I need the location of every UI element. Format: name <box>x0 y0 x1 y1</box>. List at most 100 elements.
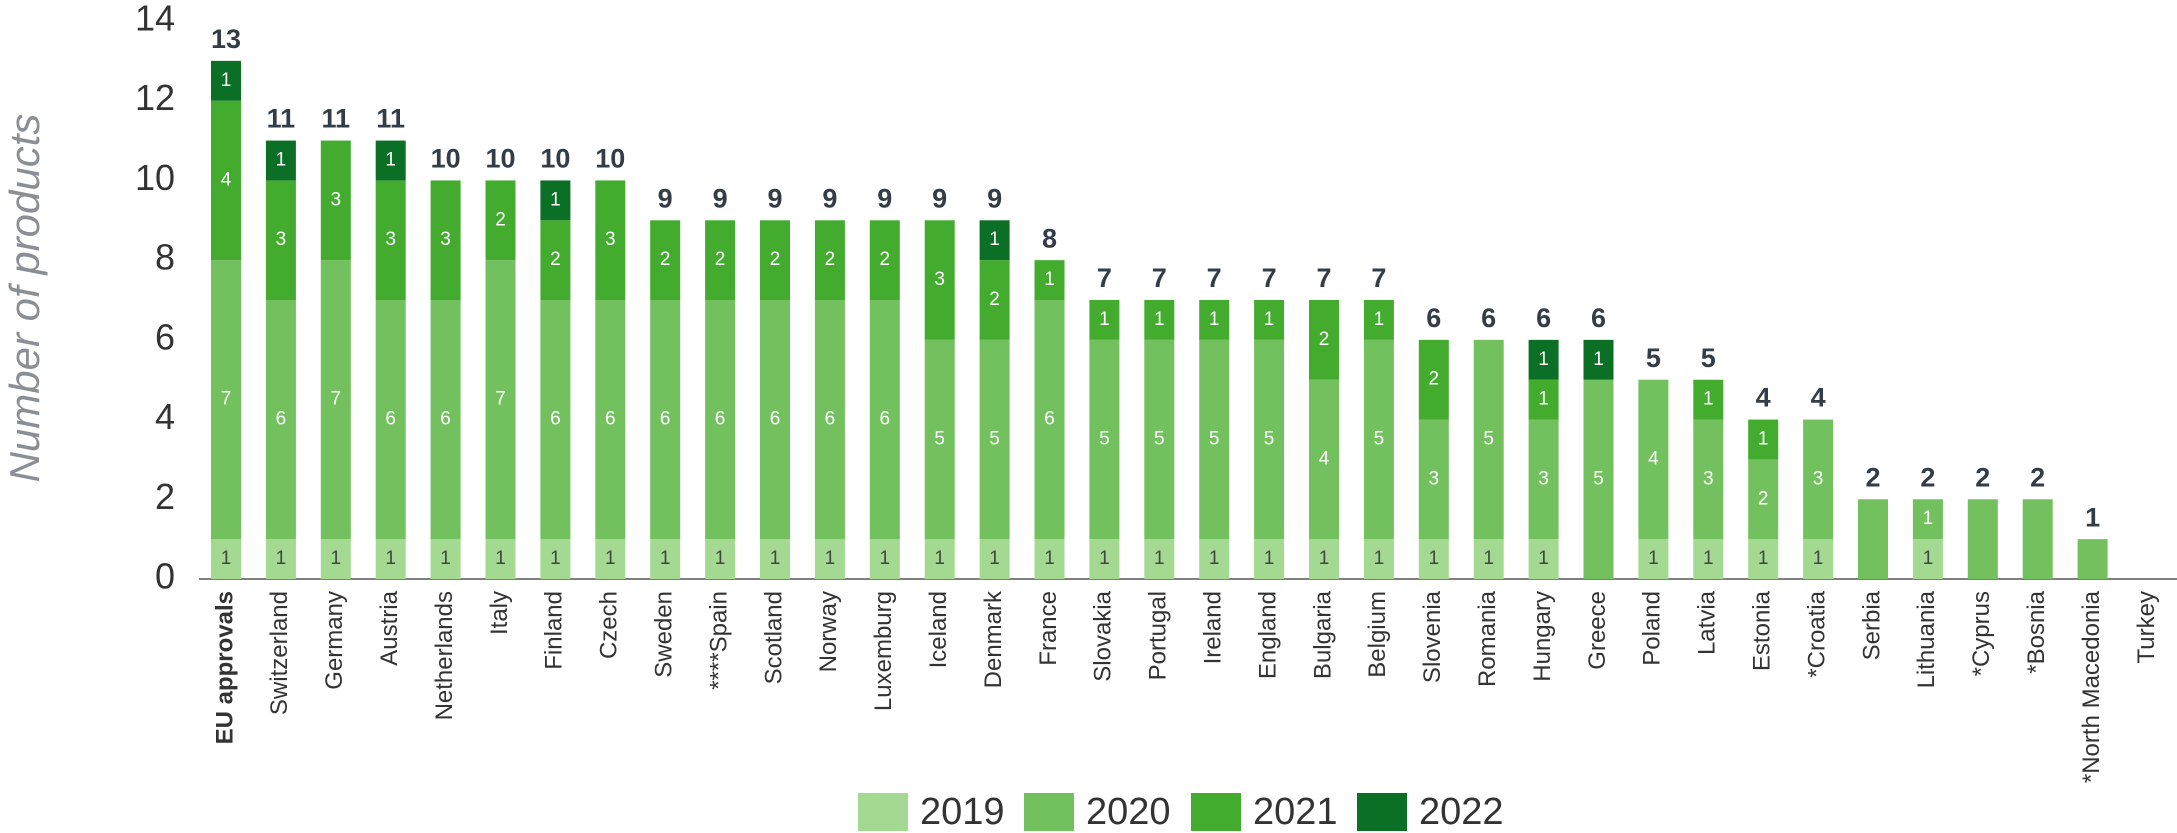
bar-segment <box>814 300 845 540</box>
y-tick-label: 14 <box>135 0 175 39</box>
bar-segment <box>1199 339 1230 540</box>
bar-segment <box>1693 379 1724 420</box>
bar-segment <box>211 539 241 579</box>
segment-label: 7 <box>331 389 342 410</box>
segment-label: 1 <box>1923 548 1934 569</box>
bar-segment <box>1638 379 1669 540</box>
segment-label: 1 <box>825 548 836 569</box>
x-tick-label: Austria <box>376 590 403 665</box>
bar-segment <box>869 539 900 579</box>
x-tick-label: France <box>1035 591 1062 666</box>
y-axis-label: Number of products <box>1 114 48 483</box>
segment-label: 1 <box>1923 508 1934 529</box>
bar-segment <box>265 539 296 579</box>
segment-label: 1 <box>440 548 451 569</box>
segment-label: 5 <box>1374 429 1385 450</box>
total-label: 1 <box>2085 502 2100 532</box>
segment-label: 1 <box>1099 548 1110 569</box>
bar-segment <box>650 300 681 540</box>
bar-segment <box>1748 459 1779 540</box>
segment-label: 1 <box>1758 548 1769 569</box>
segment-label: 1 <box>989 548 1000 569</box>
segment-label: 1 <box>1374 548 1385 569</box>
segment-label: 1 <box>1154 309 1165 330</box>
total-label: 7 <box>1371 263 1386 293</box>
segment-label: 5 <box>989 429 1000 450</box>
total-label: 10 <box>431 144 461 174</box>
segment-label: 3 <box>934 269 945 290</box>
bar-segment <box>375 180 406 300</box>
x-tick-label: Belgium <box>1364 591 1391 678</box>
bar-segment <box>540 180 571 221</box>
bar-segment <box>1363 539 1394 579</box>
segment-label: 6 <box>770 409 781 430</box>
segment-label: 4 <box>1648 448 1659 469</box>
segment-label: 5 <box>1209 429 1220 450</box>
bar-segment <box>485 260 516 540</box>
bar-segment <box>485 180 516 261</box>
segment-label: 1 <box>1538 389 1549 410</box>
segment-label: 6 <box>550 409 561 430</box>
bar-segment <box>979 339 1010 540</box>
bar-segment <box>650 539 681 579</box>
x-tick-label: Switzerland <box>266 591 293 715</box>
bar-segment <box>320 260 351 540</box>
legend-label: 2021 <box>1253 791 1338 833</box>
x-tick-label: Czech <box>596 591 623 659</box>
segment-label: 1 <box>1209 548 1220 569</box>
total-label: 5 <box>1701 343 1716 373</box>
segment-label: 3 <box>440 229 451 250</box>
bar-segment <box>1858 499 1888 579</box>
segment-label: 2 <box>880 249 891 270</box>
x-tick-label: Latvia <box>1694 590 1721 655</box>
segment-label: 6 <box>715 409 726 430</box>
bar-segment <box>265 140 296 181</box>
bar-segment <box>1473 339 1504 540</box>
segment-label: 1 <box>1703 389 1714 410</box>
segment-label: 3 <box>1538 468 1549 489</box>
segment-label: 1 <box>1044 548 1055 569</box>
segment-label: 1 <box>1758 429 1769 450</box>
x-tick-label: Bulgaria <box>1309 590 1336 679</box>
segment-label: 1 <box>276 150 287 171</box>
segment-label: 1 <box>1483 548 1494 569</box>
segment-label: 5 <box>1483 429 1494 450</box>
bar-segment <box>1034 539 1065 579</box>
x-tick-label: Portugal <box>1145 591 1172 680</box>
x-tick-label: Finland <box>541 591 568 670</box>
segment-label: 2 <box>495 209 506 230</box>
bar-segment <box>540 300 571 540</box>
segment-label: 1 <box>1813 548 1824 569</box>
x-tick-label: Norway <box>815 591 842 672</box>
bar-segment <box>1309 539 1339 579</box>
segment-label: 7 <box>221 389 232 410</box>
legend-label: 2022 <box>1419 791 1504 833</box>
segment-label: 1 <box>1264 548 1275 569</box>
bar-segment <box>924 539 955 579</box>
x-tick-label: Slovenia <box>1419 590 1446 683</box>
total-label: 7 <box>1316 263 1331 293</box>
segment-label: 6 <box>825 409 836 430</box>
segment-label: 1 <box>1593 349 1604 370</box>
total-label: 8 <box>1042 223 1057 253</box>
total-label: 2 <box>1865 462 1880 492</box>
total-label: 6 <box>1591 303 1606 333</box>
segment-label: 1 <box>550 189 561 210</box>
bar-segment <box>2077 539 2108 579</box>
x-tick-label: Estonia <box>1749 590 1776 671</box>
total-label: 6 <box>1536 303 1551 333</box>
total-label: 10 <box>595 144 625 174</box>
total-label: 10 <box>485 144 515 174</box>
total-label: 2 <box>1920 462 1935 492</box>
legend-swatch <box>858 793 908 831</box>
bar-segment <box>1418 539 1449 579</box>
bar-segment <box>869 220 900 300</box>
segment-label: 1 <box>1374 309 1385 330</box>
segment-label: 3 <box>1703 468 1714 489</box>
total-label: 4 <box>1756 383 1771 413</box>
bar-segment <box>211 100 241 261</box>
segment-label: 1 <box>660 548 671 569</box>
segment-label: 4 <box>1319 448 1330 469</box>
total-label: 7 <box>1097 263 1112 293</box>
segment-label: 1 <box>880 548 891 569</box>
